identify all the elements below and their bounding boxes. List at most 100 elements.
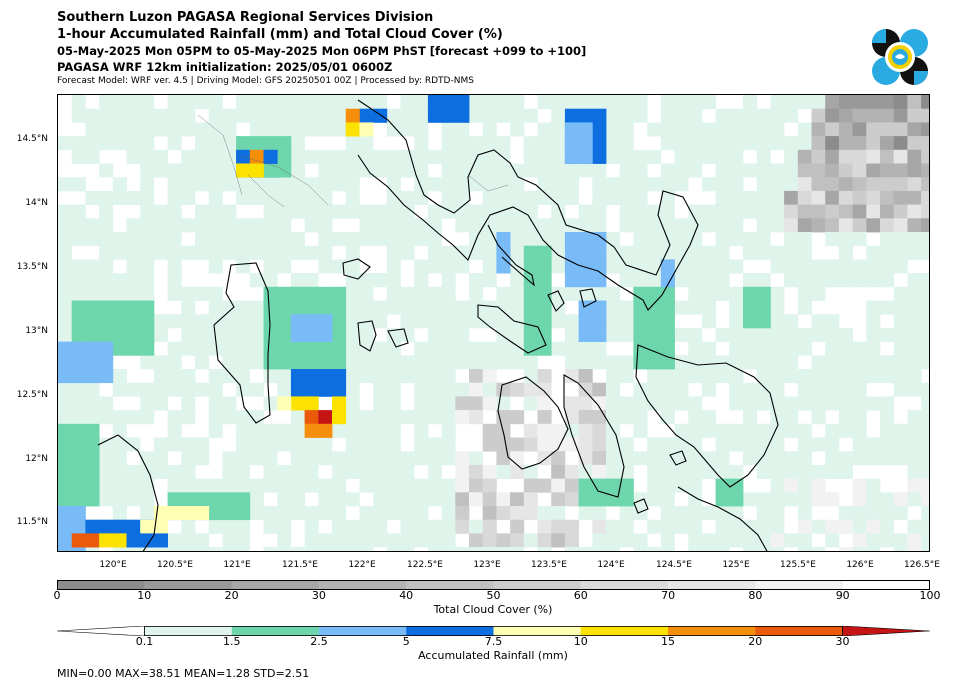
rain-cell-light	[496, 136, 511, 151]
rain-cell-light	[290, 163, 305, 178]
rain-cell-light	[318, 190, 333, 205]
rain-cell-light	[838, 327, 853, 342]
rain-cell-heavy	[167, 506, 182, 521]
rain-cell-light	[482, 314, 497, 329]
rain-cell	[304, 314, 319, 329]
cloud-cell	[852, 149, 867, 164]
rain-cell-light	[811, 314, 826, 329]
rain-cell-light	[441, 423, 456, 438]
rain-cell-light	[688, 122, 703, 137]
rain-cell-light	[619, 108, 634, 123]
rain-cell-light	[359, 204, 374, 219]
rain-cell-light	[619, 122, 634, 137]
rain-cell-light	[167, 122, 182, 137]
cloud-cell	[510, 492, 525, 507]
cloud-cell	[811, 218, 826, 233]
cloud-cell	[510, 437, 525, 452]
cloud-cell	[592, 423, 607, 438]
rain-cell-light	[592, 204, 607, 219]
rain-cell-light	[743, 95, 758, 110]
rain-cell-light	[838, 232, 853, 247]
rain-cell-light	[784, 410, 799, 425]
rain-cell-light	[633, 451, 648, 466]
rain-cell-light	[688, 259, 703, 274]
rain-cell	[578, 259, 593, 274]
rain-cell-light	[770, 355, 785, 370]
rain-cell-light	[304, 547, 319, 551]
rain-cell-heavy	[140, 519, 155, 534]
rain-cell-light	[797, 451, 812, 466]
rain-cell	[318, 355, 333, 370]
rain-cell-light	[58, 177, 73, 192]
rain-cell	[592, 232, 607, 247]
rain-cell-light	[578, 341, 593, 356]
rain-cell-light	[715, 506, 730, 521]
rain-cell-light	[852, 437, 867, 452]
rain-cell-light	[784, 245, 799, 260]
rain-cell-light	[386, 355, 401, 370]
cloud-cell	[907, 218, 922, 233]
rain-cell-light	[345, 519, 360, 534]
rain-cell	[112, 341, 127, 356]
rain-cell-light	[619, 177, 634, 192]
cloud-cell	[852, 204, 867, 219]
rain-cell-light	[208, 149, 223, 164]
lon-label: 124.5°E	[656, 560, 692, 570]
rain-cell-light	[893, 369, 908, 384]
rain-cell-light	[71, 232, 86, 247]
rain-cell-light	[195, 341, 210, 356]
rain-cell-light	[469, 149, 484, 164]
rain-cell	[236, 492, 251, 507]
rain-cell	[318, 314, 333, 329]
rain-cell-light	[249, 355, 264, 370]
rain-cell-light	[277, 492, 292, 507]
rain-cell-light	[688, 204, 703, 219]
rain-cell-light	[277, 190, 292, 205]
rain-cell-light	[332, 492, 347, 507]
cloud-cell	[825, 108, 840, 123]
rain-cell-light	[359, 533, 374, 548]
cloud-cell	[797, 218, 812, 233]
rain-cell-light	[880, 259, 895, 274]
rain-cell-light	[386, 410, 401, 425]
rain-cell-light	[797, 136, 812, 151]
rain-cell-light	[99, 396, 114, 411]
rain-cell-light	[660, 451, 675, 466]
rain-cell-light	[195, 355, 210, 370]
rain-colorbar-extend-low	[57, 626, 145, 636]
rain-cell-light	[359, 286, 374, 301]
cloud-cell	[592, 519, 607, 534]
rain-cell-light	[249, 108, 264, 123]
rain-cell-light	[400, 478, 415, 493]
rain-cell-light	[578, 95, 593, 110]
rain-cell-light	[496, 341, 511, 356]
rain-cell-light	[647, 369, 662, 384]
rain-cell-light	[469, 547, 484, 551]
rain-cell-light	[784, 314, 799, 329]
rain-cell-heavy	[359, 122, 374, 137]
rain-cell-light	[606, 149, 621, 164]
cloud-cell	[907, 122, 922, 137]
rain-cell-light	[195, 533, 210, 548]
cloud-colorbar-segment	[755, 580, 844, 590]
rain-cell-light	[208, 314, 223, 329]
rain-cell-light	[880, 327, 895, 342]
rain-cell-light	[140, 163, 155, 178]
rain-cell-light	[373, 149, 388, 164]
cloud-cell	[838, 136, 853, 151]
rain-cell-light	[743, 423, 758, 438]
rain-cell-light	[345, 259, 360, 274]
rain-cell-light	[140, 396, 155, 411]
cloud-cell	[455, 519, 470, 534]
rain-cell-light	[715, 327, 730, 342]
rain-cell-light	[126, 410, 141, 425]
rain-cell-light	[167, 136, 182, 151]
rain-cell-light	[715, 204, 730, 219]
rain-cell-light	[606, 286, 621, 301]
rain-cell-light	[578, 464, 593, 479]
rain-cell-light	[701, 122, 716, 137]
rain-cell-light	[249, 314, 264, 329]
rain-cell-light	[633, 95, 648, 110]
rain-cell-light	[359, 437, 374, 452]
rain-cell-light	[619, 190, 634, 205]
